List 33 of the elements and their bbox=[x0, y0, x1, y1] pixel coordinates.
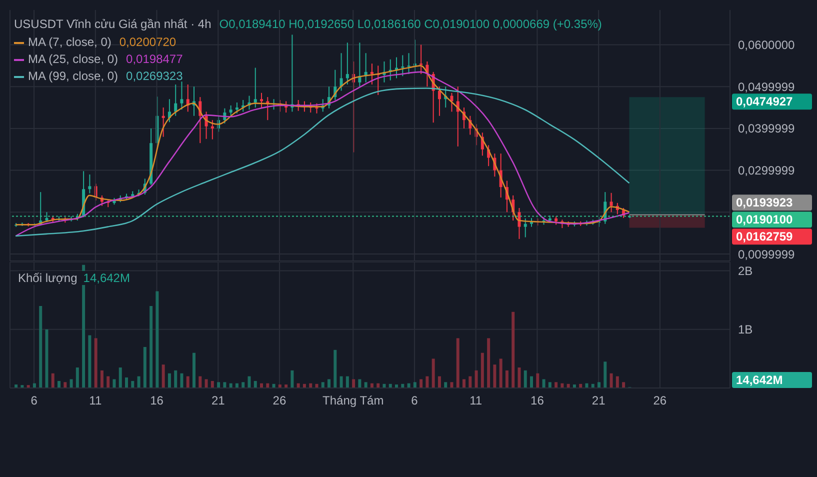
x-tick-label: 11 bbox=[470, 394, 482, 408]
annotation: 0,0198477 bbox=[126, 52, 183, 66]
y-tick-label: 0,0499999 bbox=[738, 80, 796, 94]
annotation: 14,642M bbox=[83, 271, 130, 285]
ref-line-label: 0,0190100 bbox=[736, 212, 794, 227]
ref-line-label: 0,0193923 bbox=[736, 196, 794, 210]
x-tick-label: 6 bbox=[30, 394, 38, 408]
y-tick-label: 0,0600000 bbox=[738, 38, 796, 52]
y-tick-label: 0,0299999 bbox=[738, 164, 796, 178]
annotation: 0,0269323 bbox=[126, 69, 183, 83]
text: USUSDT Vĩnh cửu Giá gần nhất · 4h bbox=[14, 17, 212, 31]
x-tick-label: 21 bbox=[211, 394, 226, 408]
legend-label: MA (7, close, 0) bbox=[28, 35, 112, 49]
band-label: 0,0474927 bbox=[736, 94, 794, 109]
x-tick-label: 26 bbox=[653, 394, 667, 408]
y-tick-label: 0,0399999 bbox=[738, 122, 796, 136]
x-tick-label: 6 bbox=[411, 394, 418, 408]
x-tick-label: 26 bbox=[272, 394, 286, 408]
x-tick-label: 11 bbox=[89, 394, 102, 408]
band-label: 0,0162759 bbox=[736, 230, 794, 244]
x-tick-label: Tháng Tám bbox=[322, 394, 384, 408]
y-tick-label: 1B bbox=[738, 322, 753, 337]
x-tick-label: 16 bbox=[530, 394, 544, 408]
y-tick-label: 0,0099999 bbox=[738, 247, 796, 262]
y-tick-label: 2B bbox=[738, 264, 753, 278]
text: O0,0189410 H0,0192650 L0,0186160 C0,0190100 0,0000669 (+0.35%) bbox=[219, 17, 602, 31]
text: Khối lượng bbox=[18, 271, 78, 285]
x-tick-label: 21 bbox=[592, 394, 606, 408]
x-tick-label: 16 bbox=[150, 394, 164, 408]
text: 14,642M bbox=[736, 373, 783, 387]
legend-label: MA (25, close, 0) bbox=[28, 52, 118, 66]
legend-label: MA (99, close, 0) bbox=[28, 69, 118, 83]
annotation: 0,0200720 bbox=[119, 35, 176, 49]
